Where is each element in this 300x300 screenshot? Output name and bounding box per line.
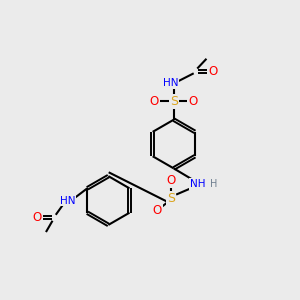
Text: NH: NH: [190, 179, 205, 189]
Text: H: H: [210, 179, 217, 189]
Text: S: S: [167, 192, 175, 205]
Text: O: O: [32, 211, 42, 224]
Text: O: O: [188, 95, 198, 108]
Text: O: O: [167, 174, 176, 187]
Text: S: S: [170, 95, 178, 108]
Text: O: O: [209, 65, 218, 78]
Text: HN: HN: [60, 196, 75, 206]
Text: O: O: [152, 204, 162, 217]
Text: O: O: [150, 95, 159, 108]
Text: HN: HN: [163, 78, 178, 88]
